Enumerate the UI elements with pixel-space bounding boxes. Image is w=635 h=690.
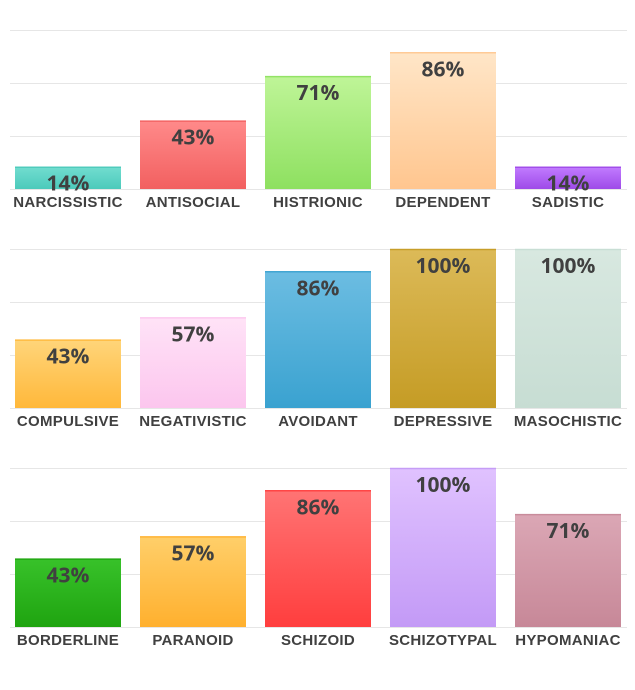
category-label: PARANOID [152,632,233,649]
bar-narcissistic [15,166,121,189]
value-label: 43% [47,343,90,371]
bar-depressive [390,249,496,408]
category-label: SCHIZOID [281,632,355,649]
value-label: 86% [297,493,340,521]
bar-avoidant [265,271,371,408]
value-label: 86% [422,55,465,83]
bar-paranoid [140,536,246,627]
category-label: ANTISOCIAL [146,194,241,211]
category-label: MASOCHISTIC [514,413,622,430]
value-label: 14% [47,170,90,198]
category-label: AVOIDANT [278,413,358,430]
bar-hypomaniac [515,514,621,627]
bar-negativistic [140,317,246,408]
value-label: 57% [172,539,215,567]
category-label: COMPULSIVE [17,413,119,430]
category-label: NARCISSISTIC [13,194,122,211]
bar-histrionic [265,76,371,189]
value-label: 43% [47,562,90,590]
category-label: HISTRIONIC [273,194,363,211]
bar-sadistic [515,166,621,189]
value-label: 100% [416,252,471,280]
panel-2: COMPULSIVE NEGATIVISTIC AVOIDANT DEPRESS… [10,248,627,430]
panel-1: NARCISSISTIC ANTISOCIAL HISTRIONIC DEPEN… [10,30,627,211]
category-label: DEPRESSIVE [394,413,493,430]
category-label: DEPENDENT [395,194,490,211]
bar-borderline [15,558,121,627]
value-label: 71% [547,517,590,545]
value-label: 43% [172,124,215,152]
bar-schizoid [265,490,371,627]
value-label: 86% [297,274,340,302]
value-label: 14% [547,170,590,198]
value-label: 100% [416,471,471,499]
category-label: SADISTIC [532,194,604,211]
value-label: 71% [297,79,340,107]
category-label: NEGATIVISTIC [139,413,247,430]
value-label: 100% [541,252,596,280]
category-label: BORDERLINE [17,632,119,649]
bar-antisocial [140,120,246,189]
category-label: HYPOMANIAC [515,632,621,649]
value-label: 57% [172,320,215,348]
category-label: SCHIZOTYPAL [389,632,497,649]
bar-dependent [390,52,496,190]
panel-3: BORDERLINE PARANOID SCHIZOID SCHIZOTYPAL… [10,467,627,649]
bar-masochistic [515,249,621,408]
bar-schizotypal [390,468,496,627]
bar-compulsive [15,339,121,408]
